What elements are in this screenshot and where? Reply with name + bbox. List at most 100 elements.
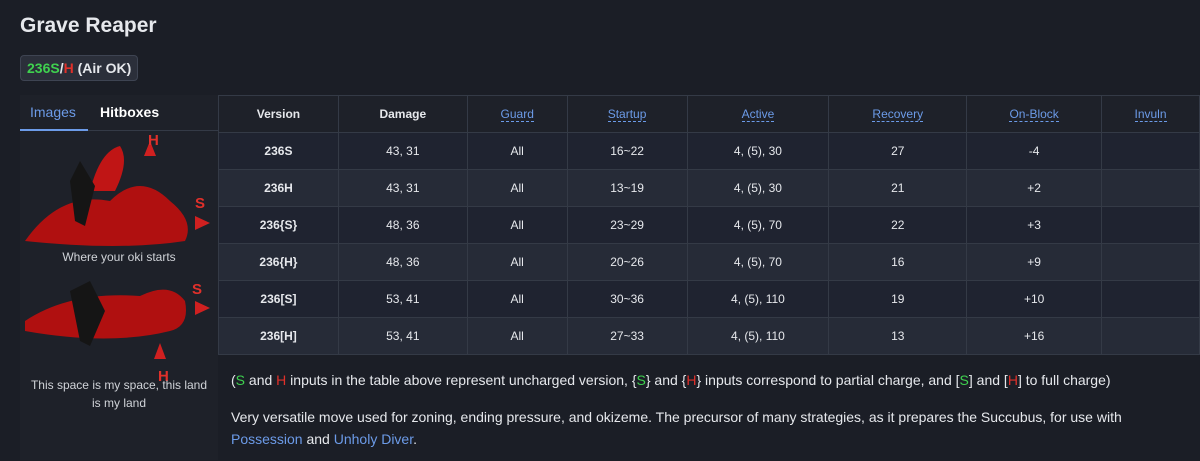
header-row: Version Damage Guard Startup Active Recovery O… <box>218 95 1200 133</box>
text-segment: H <box>276 372 287 388</box>
table-cell: 236{S} <box>218 206 339 244</box>
table-row: 236S 43, 31 All 16~22 4, (5), 30 27 -4 <box>218 132 1200 170</box>
table-row: 236H 43, 31 All 13~19 4, (5), 30 21 +2 <box>218 169 1200 207</box>
table-cell <box>1101 206 1200 244</box>
table-row: 236[H] 53, 41 All 27~33 4, (5), 110 13 +16 <box>218 317 1200 355</box>
column-header-text[interactable]: On-Block <box>1009 107 1059 122</box>
table-row: 236{H} 48, 36 All 20~26 4, (5), 70 16 +9 <box>218 243 1200 281</box>
column-header: Invuln <box>1101 95 1200 133</box>
table-cell: 53, 41 <box>337 280 468 318</box>
table-cell: 236S <box>218 132 339 170</box>
table-cell: 16~22 <box>566 132 688 170</box>
table-cell: 53, 41 <box>337 317 468 355</box>
table-cell: 19 <box>828 280 968 318</box>
charge-note: (S and H inputs in the table above repre… <box>231 369 1171 391</box>
table-cell: 4, (5), 30 <box>686 132 830 170</box>
table-cell: 48, 36 <box>337 206 468 244</box>
table-cell <box>1101 317 1200 355</box>
column-header: Version <box>218 95 339 133</box>
frame-data-table: Version Damage Guard Startup Active Recovery O… <box>218 95 1200 355</box>
table-cell: 20~26 <box>566 243 688 281</box>
text-segment: inputs in the table above represent unch… <box>286 372 637 388</box>
image-label: S <box>195 195 205 212</box>
table-cell: 4, (5), 30 <box>686 169 830 207</box>
tab-underline <box>20 129 88 131</box>
description: Very versatile move used for zoning, end… <box>231 406 1171 450</box>
table-cell: +10 <box>966 280 1103 318</box>
table-cell: 27 <box>828 132 968 170</box>
text-segment: and <box>245 372 277 388</box>
table-cell: 13 <box>828 317 968 355</box>
table-cell: 30~36 <box>566 280 688 318</box>
column-header-text[interactable]: Guard <box>500 107 534 122</box>
table-cell: 4, (5), 110 <box>686 317 830 355</box>
image-label: S <box>192 281 202 298</box>
table-cell <box>1101 243 1200 281</box>
tab-hitboxes[interactable]: Hitboxes <box>100 104 160 120</box>
text-segment: / <box>59 60 64 76</box>
table-cell: 43, 31 <box>337 132 468 170</box>
table-cell: All <box>466 132 568 170</box>
column-header-text[interactable]: Recovery <box>872 107 924 122</box>
table-cell: +3 <box>966 206 1103 244</box>
text-segment: and <box>302 431 334 447</box>
column-header: On-Block <box>966 95 1103 133</box>
column-header: Active <box>686 95 830 133</box>
table-cell: All <box>466 317 568 355</box>
link[interactable]: Possession <box>231 431 303 447</box>
column-header: Startup <box>566 95 688 133</box>
text-segment: S <box>959 372 969 388</box>
table-cell: -4 <box>966 132 1103 170</box>
text-segment: S <box>235 372 246 388</box>
table-cell: 236H <box>218 169 339 207</box>
column-header: Guard <box>466 95 568 133</box>
table-cell: 22 <box>828 206 968 244</box>
table-row: 236{S} 48, 36 All 23~29 4, (5), 70 22 +3 <box>218 206 1200 244</box>
move-images: H S S H <box>25 132 210 385</box>
image-caption: This space is my space, this land is my … <box>30 378 208 410</box>
image-2: S H <box>25 281 210 385</box>
column-header-text[interactable]: Active <box>741 107 775 122</box>
text-segment: ] to full charge) <box>1017 372 1111 388</box>
column-header-text[interactable]: Invuln <box>1134 107 1167 122</box>
text-segment: Very versatile move used for zoning, end… <box>231 409 1122 425</box>
link[interactable]: Unholy Diver <box>333 431 414 447</box>
text-segment: . <box>413 431 417 447</box>
table-cell: All <box>466 206 568 244</box>
image-panel: Images Hitboxes H S S H Where your oki s… <box>20 95 218 460</box>
table-cell: 13~19 <box>566 169 688 207</box>
text-segment: } and { <box>645 372 687 388</box>
table-cell: 236{H} <box>218 243 339 281</box>
table-cell: 236[S] <box>218 280 339 318</box>
table-cell: 48, 36 <box>337 243 468 281</box>
table-cell: All <box>466 243 568 281</box>
text-segment: ( <box>231 372 236 388</box>
table-cell: 4, (5), 70 <box>686 243 830 281</box>
table-cell: +2 <box>966 169 1103 207</box>
table-cell: 16 <box>828 243 968 281</box>
table-cell <box>1101 132 1200 170</box>
table-cell <box>1101 280 1200 318</box>
table-cell: 23~29 <box>566 206 688 244</box>
image-caption: Where your oki starts <box>62 250 176 264</box>
table-row: 236[S] 53, 41 All 30~36 4, (5), 110 19 +10 <box>218 280 1200 318</box>
image-1: H S <box>25 132 210 246</box>
table-cell: All <box>466 280 568 318</box>
column-header: Recovery <box>828 95 968 133</box>
move-input-badge: 236S/H (Air OK) <box>20 55 139 81</box>
page-title: Grave Reaper <box>20 14 157 37</box>
text-segment: S <box>636 372 646 388</box>
text-segment: H <box>63 60 74 76</box>
image-label: H <box>148 132 159 149</box>
column-header-text: Version <box>256 107 301 121</box>
table-cell: 4, (5), 70 <box>686 206 830 244</box>
text-segment: H <box>1007 372 1018 388</box>
text-segment: (Air OK) <box>73 60 132 76</box>
tab-images[interactable]: Images <box>30 104 76 120</box>
image-label: H <box>158 368 169 385</box>
table-cell: 4, (5), 110 <box>686 280 830 318</box>
table-cell: 21 <box>828 169 968 207</box>
text-segment: ] and [ <box>968 372 1008 388</box>
column-header-text[interactable]: Startup <box>607 107 647 122</box>
